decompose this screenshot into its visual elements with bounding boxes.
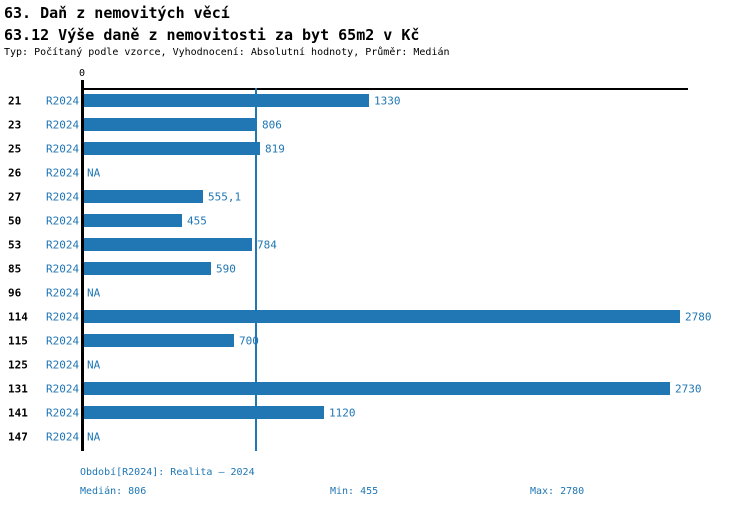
na-value-label: NA — [87, 286, 101, 300]
row-category-label: 21 — [8, 94, 22, 108]
row-period-label: R2024 — [46, 430, 80, 444]
row-period-label: R2024 — [46, 406, 80, 420]
table-row: 21 R2024 1330 — [0, 89, 750, 113]
row-category-label: 96 — [8, 286, 22, 300]
row-category-label: 27 — [8, 190, 22, 204]
bar-value-label: 806 — [262, 118, 282, 132]
bar-value-label: 819 — [265, 142, 285, 156]
row-period-label: R2024 — [46, 94, 80, 108]
table-row: 125 R2024 NA — [0, 353, 750, 377]
row-category-label: 114 — [8, 310, 28, 324]
row-period-label: R2024 — [46, 262, 80, 276]
row-category-label: 25 — [8, 142, 22, 156]
y-axis-line — [81, 80, 84, 451]
value-bar — [84, 238, 252, 251]
na-value-label: NA — [87, 430, 101, 444]
row-period-label: R2024 — [46, 190, 80, 204]
bar-value-label: 555,1 — [208, 190, 242, 204]
value-bar — [84, 334, 234, 347]
value-bar — [84, 118, 257, 131]
table-row: 131 R2024 2730 — [0, 377, 750, 401]
value-bar — [84, 214, 182, 227]
table-row: 115 R2024 700 — [0, 329, 750, 353]
row-category-label: 26 — [8, 166, 22, 180]
row-period-label: R2024 — [46, 214, 80, 228]
row-category-label: 50 — [8, 214, 22, 228]
row-category-label: 147 — [8, 430, 28, 444]
bar-rows: 21 R2024 1330 23 R2024 806 25 R2024 819 26 R2024 NA… — [0, 89, 750, 449]
value-bar — [84, 310, 680, 323]
row-period-label: R2024 — [46, 118, 80, 132]
bar-value-label: 2730 — [675, 382, 702, 396]
row-period-label: R2024 — [46, 166, 80, 180]
bar-value-label: 455 — [187, 214, 207, 228]
row-period-label: R2024 — [46, 142, 80, 156]
bar-value-label: 1120 — [329, 406, 356, 420]
footer-max-stat: Max: 2780 — [530, 486, 585, 497]
bar-value-label: 700 — [239, 334, 259, 348]
page-title: 63. Daň z nemovitých věcí — [4, 4, 230, 22]
na-value-label: NA — [87, 166, 101, 180]
na-value-label: NA — [87, 358, 101, 372]
value-bar — [84, 382, 670, 395]
row-period-label: R2024 — [46, 334, 80, 348]
bar-value-label: 590 — [216, 262, 236, 276]
table-row: 114 R2024 2780 — [0, 305, 750, 329]
table-row: 25 R2024 819 — [0, 137, 750, 161]
x-axis-line — [81, 88, 688, 90]
value-bar — [84, 262, 211, 275]
row-period-label: R2024 — [46, 358, 80, 372]
table-row: 85 R2024 590 — [0, 257, 750, 281]
row-category-label: 131 — [8, 382, 28, 396]
footer-median-stat: Medián: 806 — [80, 486, 147, 497]
row-category-label: 125 — [8, 358, 28, 372]
chart-title: 63.12 Výše daně z nemovitosti za byt 65m… — [4, 26, 420, 44]
bar-value-label: 1330 — [374, 94, 401, 108]
median-reference-line — [255, 88, 257, 451]
value-bar — [84, 406, 324, 419]
row-period-label: R2024 — [46, 286, 80, 300]
table-row: 23 R2024 806 — [0, 113, 750, 137]
table-row: 147 R2024 NA — [0, 425, 750, 449]
chart-meta-line: Typ: Počítaný podle vzorce, Vyhodnocení:… — [4, 47, 450, 58]
row-period-label: R2024 — [46, 382, 80, 396]
row-period-label: R2024 — [46, 310, 80, 324]
x-axis-zero-tick-label: 0 — [78, 68, 86, 79]
row-category-label: 85 — [8, 262, 22, 276]
footer-period-label: Období[R2024]: Realita – 2024 — [80, 467, 255, 478]
table-row: 27 R2024 555,1 — [0, 185, 750, 209]
table-row: 26 R2024 NA — [0, 161, 750, 185]
row-period-label: R2024 — [46, 238, 80, 252]
table-row: 50 R2024 455 — [0, 209, 750, 233]
bar-value-label: 2780 — [685, 310, 712, 324]
table-row: 53 R2024 784 — [0, 233, 750, 257]
row-category-label: 141 — [8, 406, 28, 420]
row-category-label: 53 — [8, 238, 22, 252]
row-category-label: 115 — [8, 334, 28, 348]
bar-value-label: 784 — [257, 238, 277, 252]
value-bar — [84, 142, 260, 155]
table-row: 96 R2024 NA — [0, 281, 750, 305]
table-row: 141 R2024 1120 — [0, 401, 750, 425]
value-bar — [84, 94, 369, 107]
footer-min-stat: Min: 455 — [330, 486, 379, 497]
value-bar — [84, 190, 203, 203]
row-category-label: 23 — [8, 118, 22, 132]
